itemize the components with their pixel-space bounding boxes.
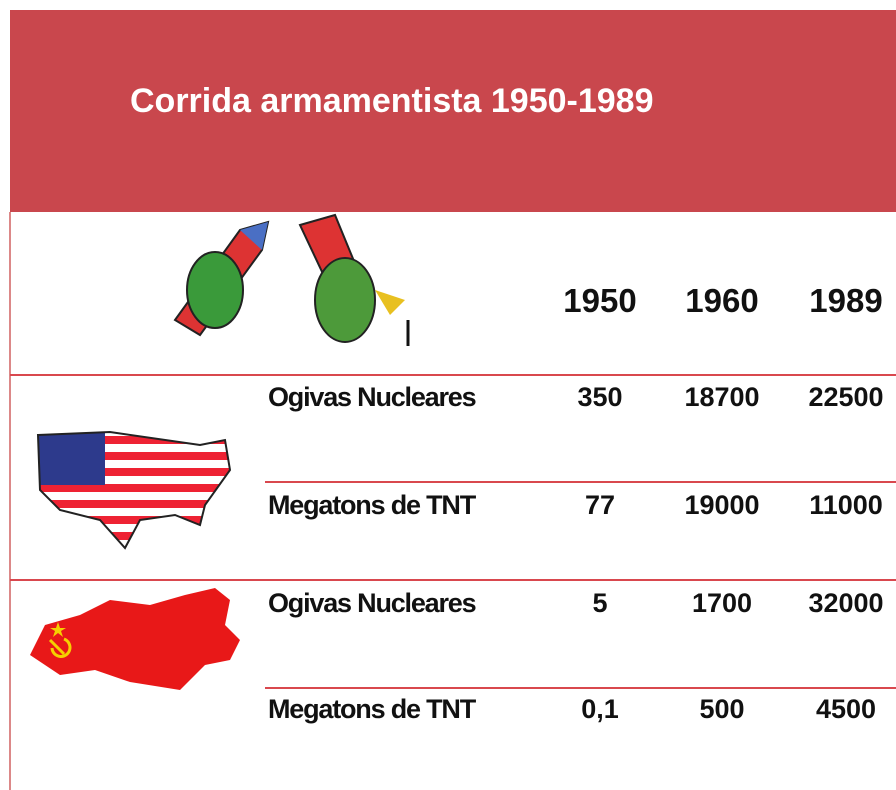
cell-value: 1700: [692, 588, 752, 618]
cell-value: 19000: [684, 490, 759, 520]
cell-value: 350: [577, 382, 622, 412]
row-label: Megatons de TNT: [268, 490, 477, 520]
cell-value: 32000: [808, 588, 883, 618]
cell-value: 18700: [684, 382, 759, 412]
row-label: Ogivas Nucleares: [268, 382, 476, 412]
cell-value: 22500: [808, 382, 883, 412]
header-band: [10, 10, 896, 212]
title: Corrida armamentista 1950-1989: [130, 82, 654, 120]
cell-value: 5: [592, 588, 607, 618]
year-header: 1950: [563, 282, 636, 319]
year-header: 1989: [809, 282, 882, 319]
cell-value: 77: [585, 490, 615, 520]
row-label: Ogivas Nucleares: [268, 588, 476, 618]
row-label: Megatons de TNT: [268, 694, 477, 724]
cell-value: 0,1: [581, 694, 619, 724]
ussr-flag-map: [30, 588, 240, 690]
usa-flag-map: [36, 430, 232, 550]
cell-value: 500: [699, 694, 744, 724]
cell-value: 4500: [816, 694, 876, 724]
cartoon: [173, 213, 405, 343]
cell-value: 11000: [809, 490, 883, 520]
year-header: 1960: [685, 282, 758, 319]
